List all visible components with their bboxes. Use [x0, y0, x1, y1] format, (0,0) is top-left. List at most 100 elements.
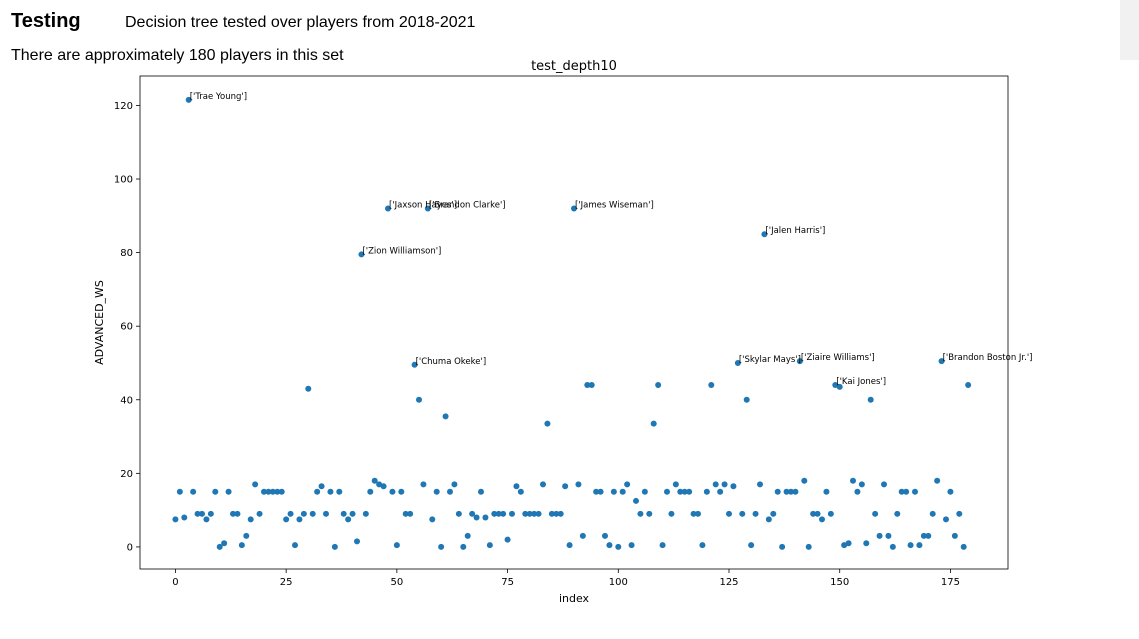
data-point [717, 488, 724, 495]
data-point [668, 510, 675, 517]
data-point [513, 483, 520, 490]
data-point [380, 483, 387, 490]
data-point [478, 488, 484, 495]
data-point [889, 543, 896, 550]
data-point [584, 382, 591, 389]
data-point [774, 488, 781, 495]
data-point [726, 510, 732, 517]
data-point [300, 510, 307, 517]
data-point [540, 481, 546, 488]
data-point [265, 488, 272, 495]
data-point [836, 383, 843, 390]
data-point [681, 488, 688, 495]
data-point [416, 396, 422, 403]
data-point [796, 358, 803, 365]
data-point [898, 488, 905, 495]
data-point [934, 477, 941, 484]
data-point [770, 510, 777, 517]
data-point [354, 538, 360, 545]
data-point [810, 510, 817, 517]
data-point [522, 510, 529, 517]
point-annotation: ['Trae Young'] [190, 92, 247, 102]
data-point [504, 536, 511, 543]
data-point [748, 542, 755, 549]
data-point [557, 510, 564, 517]
data-point [872, 510, 879, 517]
data-point [730, 483, 737, 490]
data-point [269, 488, 276, 495]
data-point [912, 488, 918, 495]
point-annotation: ['Jaxson Hayes'] [389, 200, 457, 210]
data-point [743, 396, 750, 403]
data-point [469, 510, 476, 517]
data-point [920, 532, 927, 539]
data-point [779, 543, 786, 550]
data-point [495, 510, 502, 517]
data-point [571, 205, 577, 212]
data-point [172, 516, 179, 523]
data-point [734, 359, 741, 366]
point-annotation: ['Kai Jones'] [836, 377, 886, 387]
y-tick-label: 20 [120, 469, 133, 480]
data-point [858, 481, 865, 488]
data-point [314, 488, 321, 495]
data-point [761, 231, 768, 238]
data-point [876, 532, 883, 539]
data-point [318, 483, 325, 490]
data-point [221, 540, 228, 547]
data-point [894, 510, 901, 517]
data-point [610, 488, 617, 495]
point-annotation: ['Brandon Boston Jr.'] [943, 353, 1033, 363]
point-annotation: ['Ziaire Williams'] [801, 353, 875, 363]
data-point [628, 542, 635, 549]
data-point [305, 385, 312, 392]
data-point [686, 488, 693, 495]
data-point [699, 542, 706, 549]
data-point [371, 477, 378, 484]
data-point [947, 488, 954, 495]
y-tick-label: 0 [127, 542, 133, 553]
data-point [792, 488, 799, 495]
data-point [331, 543, 338, 550]
data-point [447, 488, 453, 495]
data-point [690, 510, 697, 517]
data-point [752, 510, 759, 517]
data-point [482, 514, 489, 521]
data-point [252, 481, 259, 488]
data-point [517, 488, 524, 495]
data-point [633, 497, 639, 504]
data-point [323, 510, 329, 517]
data-point [238, 542, 245, 549]
data-point [176, 488, 183, 495]
data-point [460, 543, 467, 550]
scrollbar[interactable] [1120, 0, 1139, 60]
data-point [464, 532, 471, 539]
data-point [765, 516, 772, 523]
data-point [641, 488, 648, 495]
data-point [739, 510, 746, 517]
data-point [283, 516, 290, 523]
data-point [659, 542, 666, 549]
data-point [309, 510, 316, 517]
y-tick-label: 120 [114, 101, 133, 112]
data-point [619, 488, 626, 495]
data-point [850, 477, 856, 484]
data-point [655, 382, 662, 389]
data-point [234, 510, 241, 517]
data-point [814, 510, 821, 517]
data-point [624, 481, 631, 488]
data-point [455, 510, 462, 517]
data-point [925, 532, 932, 539]
data-point [296, 516, 303, 523]
data-point [827, 510, 834, 517]
data-point [960, 543, 967, 550]
data-point [907, 542, 914, 549]
y-axis-label: ADVANCED_WS [93, 280, 106, 365]
point-annotation: ['Chuma Okeke'] [416, 357, 487, 367]
data-point [424, 205, 431, 212]
data-point [216, 543, 223, 550]
x-tick-label: 150 [830, 577, 849, 588]
data-point [212, 488, 219, 495]
data-point [593, 488, 600, 495]
x-tick-label: 50 [390, 577, 403, 588]
